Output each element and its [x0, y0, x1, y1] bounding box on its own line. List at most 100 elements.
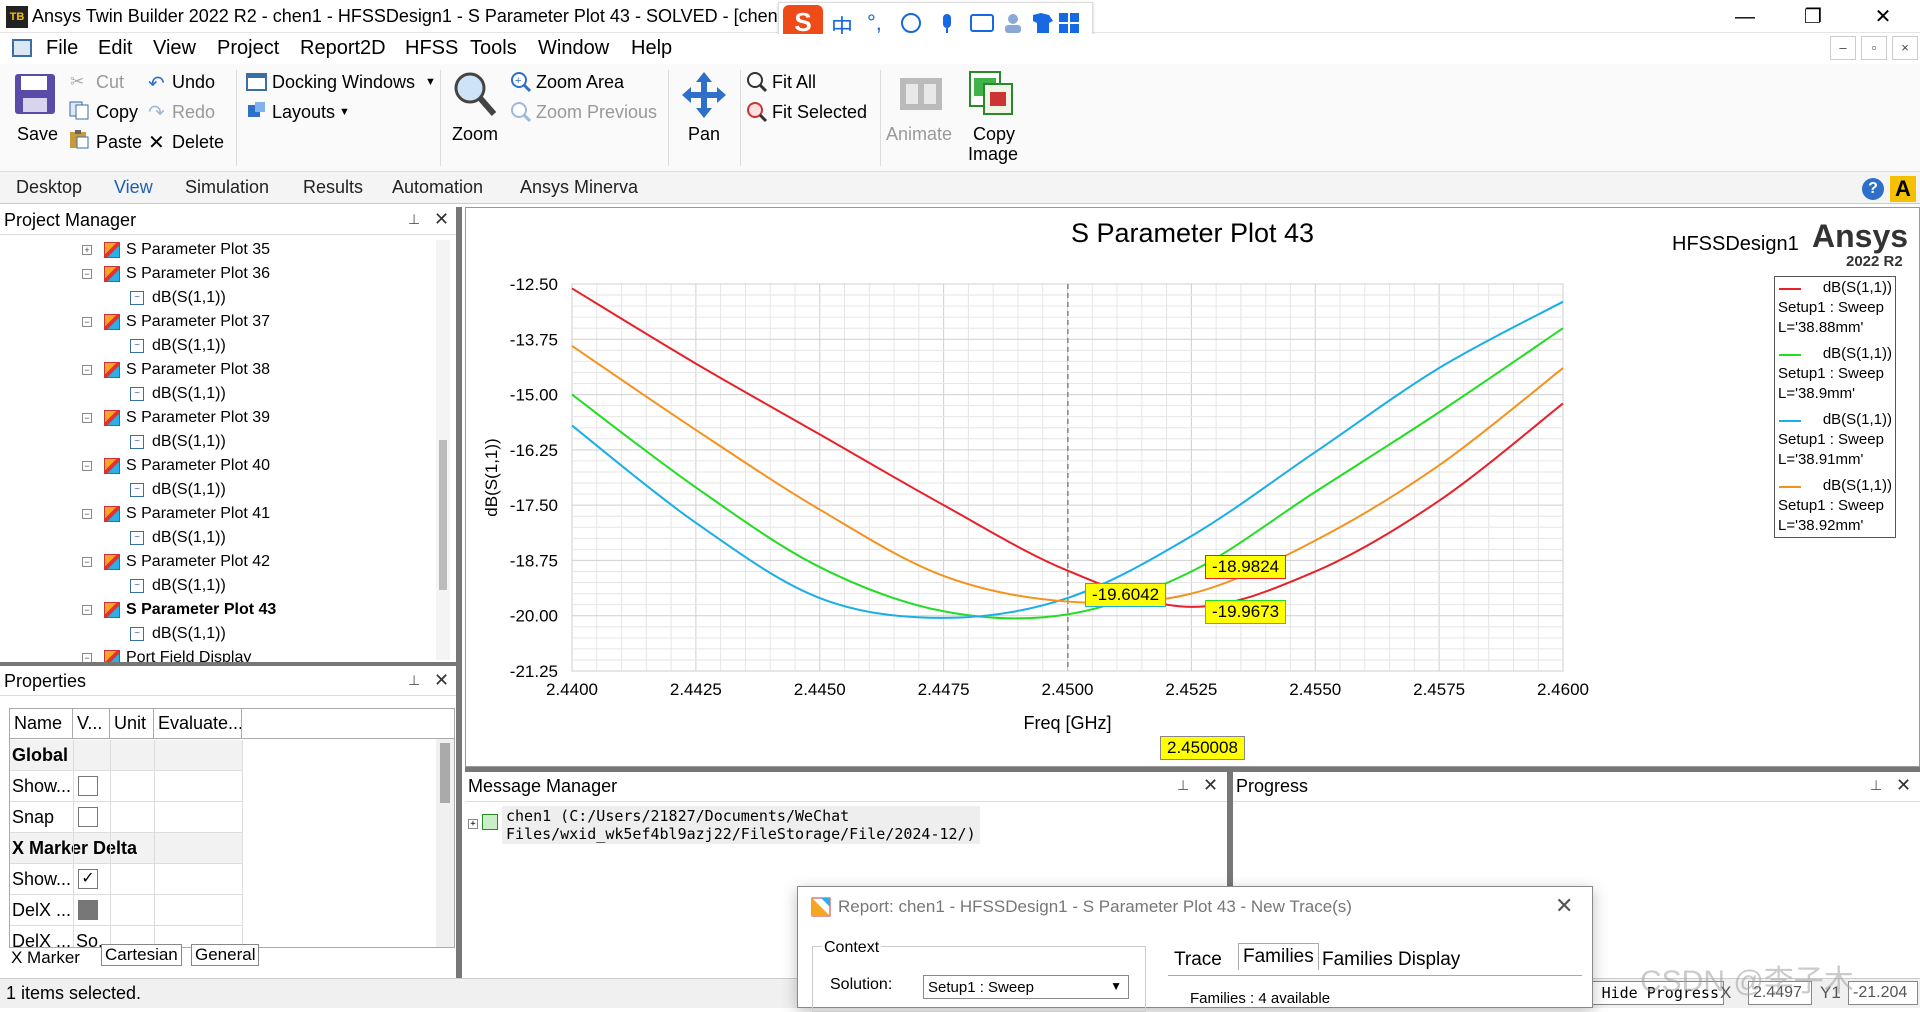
tab-families[interactable]: Families: [1238, 943, 1319, 970]
menu-view[interactable]: View: [153, 37, 196, 59]
redo-button[interactable]: Redo: [172, 102, 216, 122]
expand-icon[interactable]: −: [82, 269, 92, 279]
ime-tool-icons[interactable]: [899, 11, 1081, 35]
color-swatch[interactable]: [78, 900, 98, 920]
mdi-minimize-button[interactable]: –: [1830, 36, 1856, 60]
paste-button[interactable]: Paste: [96, 132, 143, 152]
document-icon[interactable]: [12, 39, 32, 57]
expand-icon[interactable]: −: [82, 509, 92, 519]
copy-button[interactable]: Copy: [96, 102, 139, 122]
copy-image-icon[interactable]: [968, 70, 1014, 116]
horizontal-splitter[interactable]: [465, 767, 1920, 772]
tab-desktop[interactable]: Desktop: [16, 177, 83, 197]
s-parameter-chart[interactable]: 2.4400 2.4425 2.4450 2.4475 2.4500 2.4525 2.45…: [466, 208, 1919, 766]
expand-icon[interactable]: −: [82, 605, 92, 615]
close-icon[interactable]: ✕: [434, 670, 450, 690]
tab-cartesian[interactable]: Cartesian: [101, 944, 182, 966]
marker-label-blue[interactable]: -19.6042: [1085, 583, 1167, 607]
zoom-previous-button[interactable]: Zoom Previous: [536, 102, 658, 122]
delete-button[interactable]: Delete: [172, 132, 225, 152]
pin-icon[interactable]: ⊥: [1177, 777, 1190, 793]
sogou-logo-icon[interactable]: S: [783, 5, 823, 39]
save-icon[interactable]: [13, 72, 57, 116]
tab-results[interactable]: Results: [303, 177, 364, 197]
mdi-close-button[interactable]: ×: [1892, 36, 1918, 60]
zoom-area-button[interactable]: Zoom Area: [536, 72, 625, 92]
zoom-button[interactable]: Zoom: [452, 124, 499, 144]
pin-icon[interactable]: ⊥: [408, 211, 421, 227]
chart-legend[interactable]: dB(S(1,1)) Setup1 : Sweep L='38.88mm' dB(S(…: [1774, 276, 1896, 538]
show-delta-checkbox[interactable]: ✓: [78, 869, 98, 889]
close-icon[interactable]: ✕: [434, 209, 450, 229]
expand-icon[interactable]: −: [82, 317, 92, 327]
animate-button[interactable]: Animate: [886, 124, 953, 144]
copy-image-button-line2[interactable]: Image: [968, 144, 1019, 164]
marker-label-green[interactable]: -19.9673: [1205, 600, 1287, 624]
minimize-button[interactable]: —: [1735, 6, 1755, 28]
vertical-splitter[interactable]: [1227, 772, 1233, 978]
menu-window[interactable]: Window: [538, 37, 610, 59]
menu-file[interactable]: File: [46, 37, 79, 59]
pan-icon[interactable]: [680, 70, 728, 120]
x-marker-value[interactable]: 2.450008: [1160, 736, 1245, 760]
undo-button[interactable]: Undo: [172, 72, 216, 92]
menu-hfss[interactable]: HFSS: [405, 37, 459, 59]
vertical-splitter[interactable]: [456, 207, 462, 978]
close-icon[interactable]: ✕: [1896, 775, 1912, 795]
col-evaluate-header[interactable]: Evaluate...: [154, 709, 242, 739]
expand-icon[interactable]: −: [82, 365, 92, 375]
expand-icon[interactable]: +: [82, 245, 92, 255]
hide-progress-button[interactable]: Hide Progress: [1590, 981, 1724, 1005]
tab-view[interactable]: View: [114, 177, 153, 197]
scrollbar-thumb[interactable]: [440, 743, 450, 803]
save-button[interactable]: Save: [17, 124, 59, 144]
tab-ansys-minerva[interactable]: Ansys Minerva: [520, 177, 639, 197]
marker-label-red[interactable]: -18.9824: [1205, 555, 1287, 579]
fit-all-button[interactable]: Fit All: [772, 72, 817, 92]
snap-checkbox[interactable]: [78, 807, 98, 827]
tab-automation[interactable]: Automation: [392, 177, 484, 197]
close-icon[interactable]: ✕: [1203, 775, 1219, 795]
menu-report2d[interactable]: Report2D: [300, 37, 386, 59]
col-name-header[interactable]: Name: [10, 709, 73, 739]
expand-icon[interactable]: −: [82, 461, 92, 471]
tab-trace[interactable]: Trace: [1174, 949, 1222, 970]
copy-image-button-line1[interactable]: Copy: [973, 124, 1016, 144]
tab-x-marker[interactable]: X Marker: [11, 948, 80, 967]
tab-families-display[interactable]: Families Display: [1322, 949, 1461, 970]
menu-edit[interactable]: Edit: [98, 37, 133, 59]
show-checkbox[interactable]: [78, 776, 98, 796]
expand-icon[interactable]: −: [82, 413, 92, 423]
expand-icon[interactable]: +: [468, 819, 478, 829]
solution-select[interactable]: Setup1 : Sweep ▼: [923, 975, 1129, 999]
menu-help[interactable]: Help: [631, 37, 673, 59]
pin-icon[interactable]: ⊥: [408, 672, 421, 688]
layouts-dropdown[interactable]: Layouts: [272, 102, 336, 122]
message-item[interactable]: chen1 (C:/Users/21827/Documents/WeChat F…: [502, 806, 980, 844]
pin-icon[interactable]: ⊥: [1870, 777, 1883, 793]
menu-tools[interactable]: Tools: [470, 37, 517, 59]
scrollbar-thumb[interactable]: [439, 440, 447, 590]
expand-icon[interactable]: −: [82, 653, 92, 662]
menu-project[interactable]: Project: [217, 37, 280, 59]
maximize-button[interactable]: ❐: [1804, 6, 1822, 28]
ime-punct-toggle[interactable]: °,: [867, 10, 882, 35]
help-icon[interactable]: ?: [1862, 178, 1884, 200]
ime-toolbar[interactable]: S 中 °,: [778, 2, 1093, 40]
col-value-header[interactable]: V...: [73, 709, 110, 739]
ime-chinese-toggle[interactable]: 中: [831, 15, 854, 40]
col-unit-header[interactable]: Unit: [110, 709, 154, 739]
docking-windows-dropdown[interactable]: Docking Windows: [272, 72, 416, 92]
zoom-icon[interactable]: [452, 70, 498, 120]
close-button[interactable]: ✕: [1874, 6, 1892, 28]
expand-icon[interactable]: −: [82, 557, 92, 567]
pan-button[interactable]: Pan: [688, 124, 721, 144]
cut-button[interactable]: Cut: [96, 72, 125, 92]
tab-general[interactable]: General: [191, 944, 260, 966]
fit-selected-button[interactable]: Fit Selected: [772, 102, 868, 122]
tab-simulation[interactable]: Simulation: [185, 177, 270, 197]
mdi-restore-button[interactable]: ▫: [1861, 36, 1887, 60]
panel-splitter[interactable]: [0, 662, 460, 666]
animate-icon[interactable]: [898, 72, 944, 116]
dialog-close-icon[interactable]: ✕: [1555, 893, 1574, 918]
